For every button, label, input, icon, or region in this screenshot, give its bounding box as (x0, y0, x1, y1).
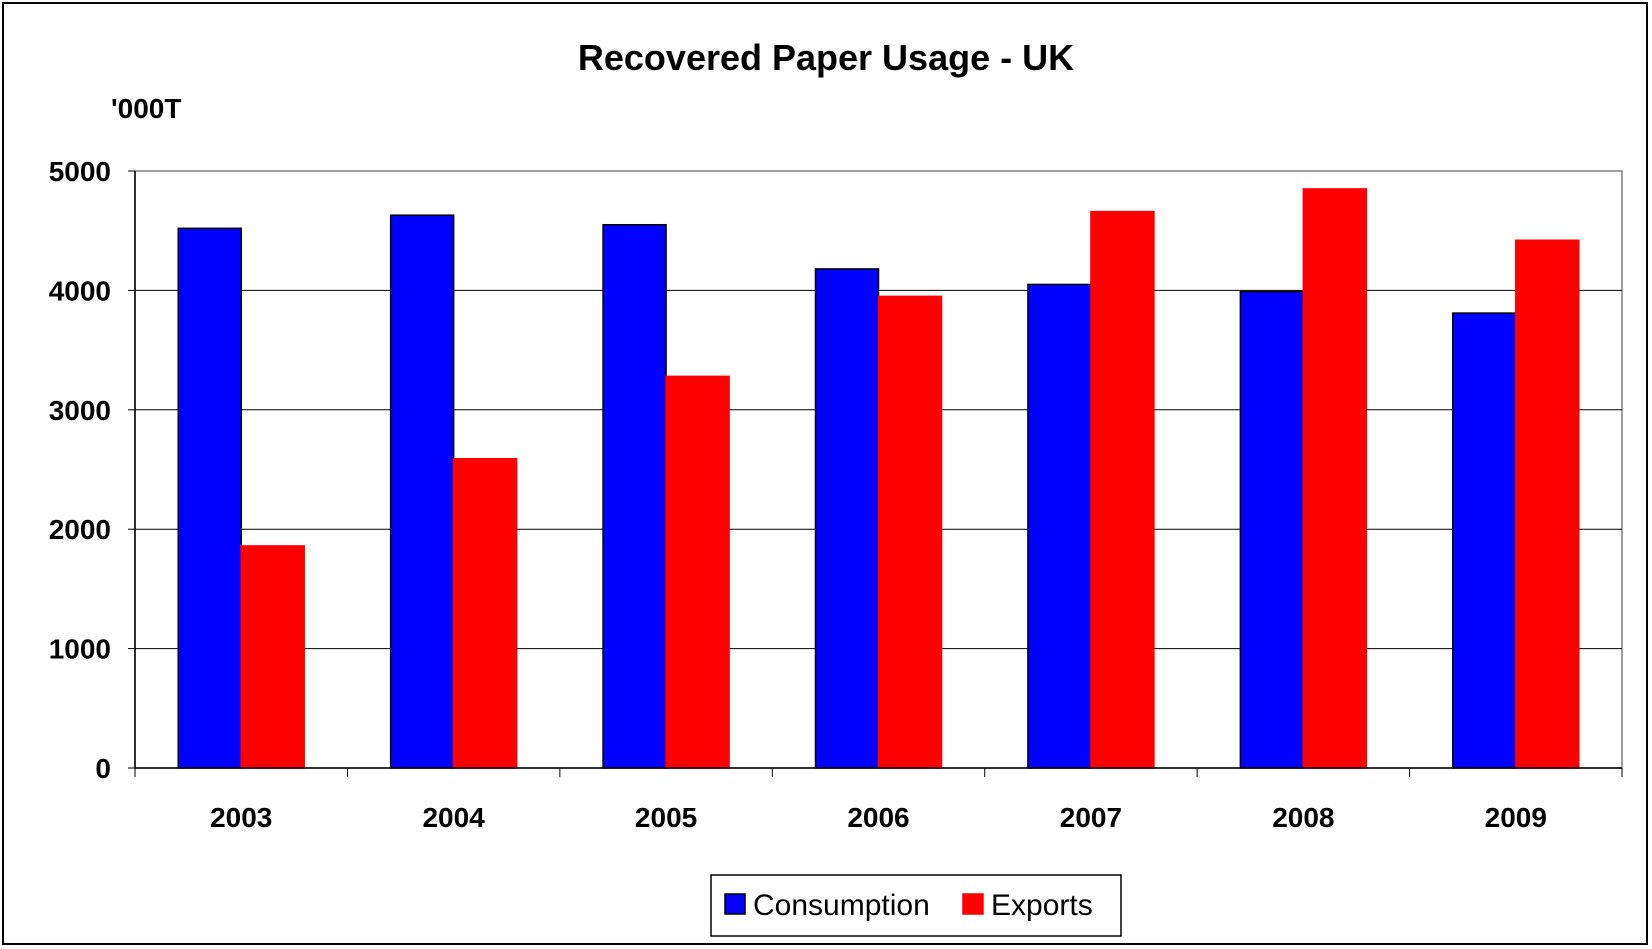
x-tick-label: 2008 (1272, 802, 1334, 833)
y-tick-labels: 0 1000 2000 3000 4000 5000 (49, 156, 111, 784)
y-tick-label: 4000 (49, 275, 111, 306)
legend-label-consumption: Consumption (753, 889, 930, 922)
bar-exports-2004 (452, 458, 518, 769)
y-tick-label: 3000 (49, 395, 111, 426)
bar-exports-2005 (665, 375, 730, 769)
legend-box (710, 874, 1122, 937)
x-tick-label: 2009 (1485, 802, 1547, 833)
x-tick-label: 2007 (1060, 802, 1122, 833)
legend-label-exports: Exports (991, 889, 1093, 922)
bar-exports-2009 (1515, 239, 1580, 769)
y-tick-label: 5000 (49, 156, 111, 187)
bar-consumption-2006 (814, 268, 880, 769)
bar-exports-2003 (240, 545, 305, 769)
bar-consumption-2005 (602, 223, 667, 769)
chart-title: Recovered Paper Usage - UK (578, 37, 1074, 78)
y-tick-label: 2000 (49, 514, 111, 545)
bar-consumption-2008 (1239, 290, 1305, 769)
x-tick-label: 2003 (210, 802, 272, 833)
legend: Consumption Exports (710, 874, 1122, 937)
y-tick-label: 1000 (49, 634, 111, 665)
bar-consumption-2007 (1027, 283, 1092, 769)
bar-exports-2008 (1302, 188, 1368, 769)
x-tick-label: 2006 (847, 802, 909, 833)
bar-consumption-2004 (389, 214, 455, 769)
y-axis-unit-label: '000T (111, 93, 181, 124)
bar-exports-2006 (877, 295, 943, 769)
bar-consumption-2003 (177, 227, 242, 769)
legend-swatch-consumption (724, 893, 746, 915)
bar-exports-2007 (1090, 210, 1155, 769)
x-tick-label: 2005 (635, 802, 697, 833)
axes (134, 171, 1623, 777)
x-tick-labels: 2003 2004 2005 2006 2007 2008 2009 (210, 802, 1547, 833)
legend-swatch-exports (962, 893, 984, 915)
bar-consumption-2009 (1452, 312, 1517, 769)
y-tick-label: 0 (95, 753, 111, 784)
x-tick-label: 2004 (422, 802, 485, 833)
